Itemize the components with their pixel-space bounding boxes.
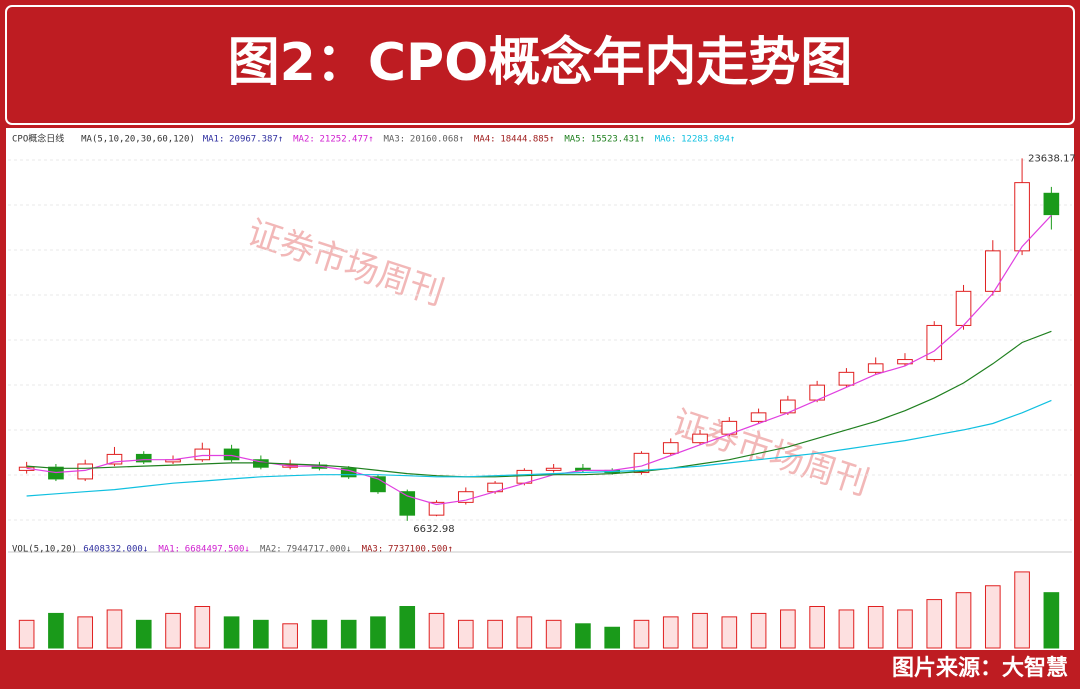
candle-body [457,491,474,503]
volume-bar [750,612,767,649]
candle-body [662,442,679,454]
volume-bar [604,626,621,649]
volume-bar [692,612,708,649]
candle-body [838,371,855,386]
legend-text: MA2: [293,135,315,145]
legend-text: MA5: [564,135,586,145]
volume-bar [223,616,240,649]
volume-bar [721,616,738,649]
candle-body [106,453,123,465]
volume-bar [428,612,445,649]
candle-body [399,491,416,516]
legend-text: 12283.894↑ [681,135,735,145]
legend-text: 20160.068↑ [410,135,464,145]
volume-bar [165,612,181,649]
candle-body [926,324,943,361]
ma-line [26,214,1052,506]
legend-text: MA2: [260,545,282,555]
volume-bar [955,592,972,649]
volume-bar [545,619,562,649]
candle-body [135,453,152,463]
legend-text: MA3: [384,135,406,145]
volume-bar [106,609,123,649]
volume-bar [77,616,94,649]
volume-bar [135,619,152,649]
volume-bar [48,612,64,649]
ma-line [26,330,1052,478]
legend-text: 15523.431↑ [591,135,645,145]
candle-body [77,463,94,480]
volume-bar [633,619,650,649]
candle-body [1043,192,1060,216]
candle-body [194,448,211,461]
volume-bar [282,623,298,649]
legend-text: MA3: [362,545,384,555]
chart-area [6,128,1074,650]
volume-bar [575,623,591,649]
volume-bar [1014,571,1030,649]
candle-body [1014,182,1030,252]
volume-bar [253,619,269,649]
volume-bar [809,606,825,649]
legend-text: MA(5,10,20,30,60,120) [81,135,195,145]
high-label: 23638.17 [1028,153,1076,164]
legend-text: VOL(5,10,20) [12,545,77,555]
volume-bar [1043,592,1060,649]
banner-border [5,5,1075,125]
volume-bar [370,616,386,649]
volume-bar [399,606,416,649]
legend-text: 21252.477↑ [320,135,374,145]
source: 图片来源：大智慧 [892,655,1068,681]
volume-bar [311,619,328,649]
legend-text: 7737100.500↑ [388,545,453,555]
legend-text: 18444.885↑ [500,135,554,145]
low-label: 6632.98 [413,524,454,535]
volume-bar [926,599,943,649]
candle-body [545,467,562,471]
volume-bar [897,609,913,649]
volume-bar [487,619,503,649]
candle-body [867,363,884,373]
candle-body [428,501,445,516]
volume-bar [18,619,35,649]
legend-text: 7944717.000↓ [286,545,351,555]
volume-bar [838,609,855,649]
candle-body [984,250,1001,292]
legend-text: MA4: [474,135,496,145]
title: 图2：CPO概念年内走势图 [228,33,853,93]
candle-body [692,433,708,444]
volume-bar [662,616,679,649]
volume-bar [984,585,1001,649]
legend-text: MA1: [203,135,225,145]
candle-body [223,448,240,461]
legend-text: CPO概念日线 [12,133,64,145]
volume-bar [780,609,796,649]
volume-bar [867,606,884,649]
volume-bar [457,619,474,649]
legend-text: 6684497.500↓ [185,545,250,555]
legend-text: 6408332.000↓ [83,545,148,555]
volume-bar [516,616,533,649]
legend-text: 20967.387↑ [229,135,283,145]
legend-text: MA6: [655,135,677,145]
plot: CPO概念日线 MA(5,10,20,30,60,120) MA1: 20967.38… [8,133,1076,649]
candle-body [750,412,767,422]
volume-bar [340,619,357,649]
volume-bar [194,606,211,649]
legend-text: MA1: [158,545,180,555]
ma-line [26,399,1052,497]
